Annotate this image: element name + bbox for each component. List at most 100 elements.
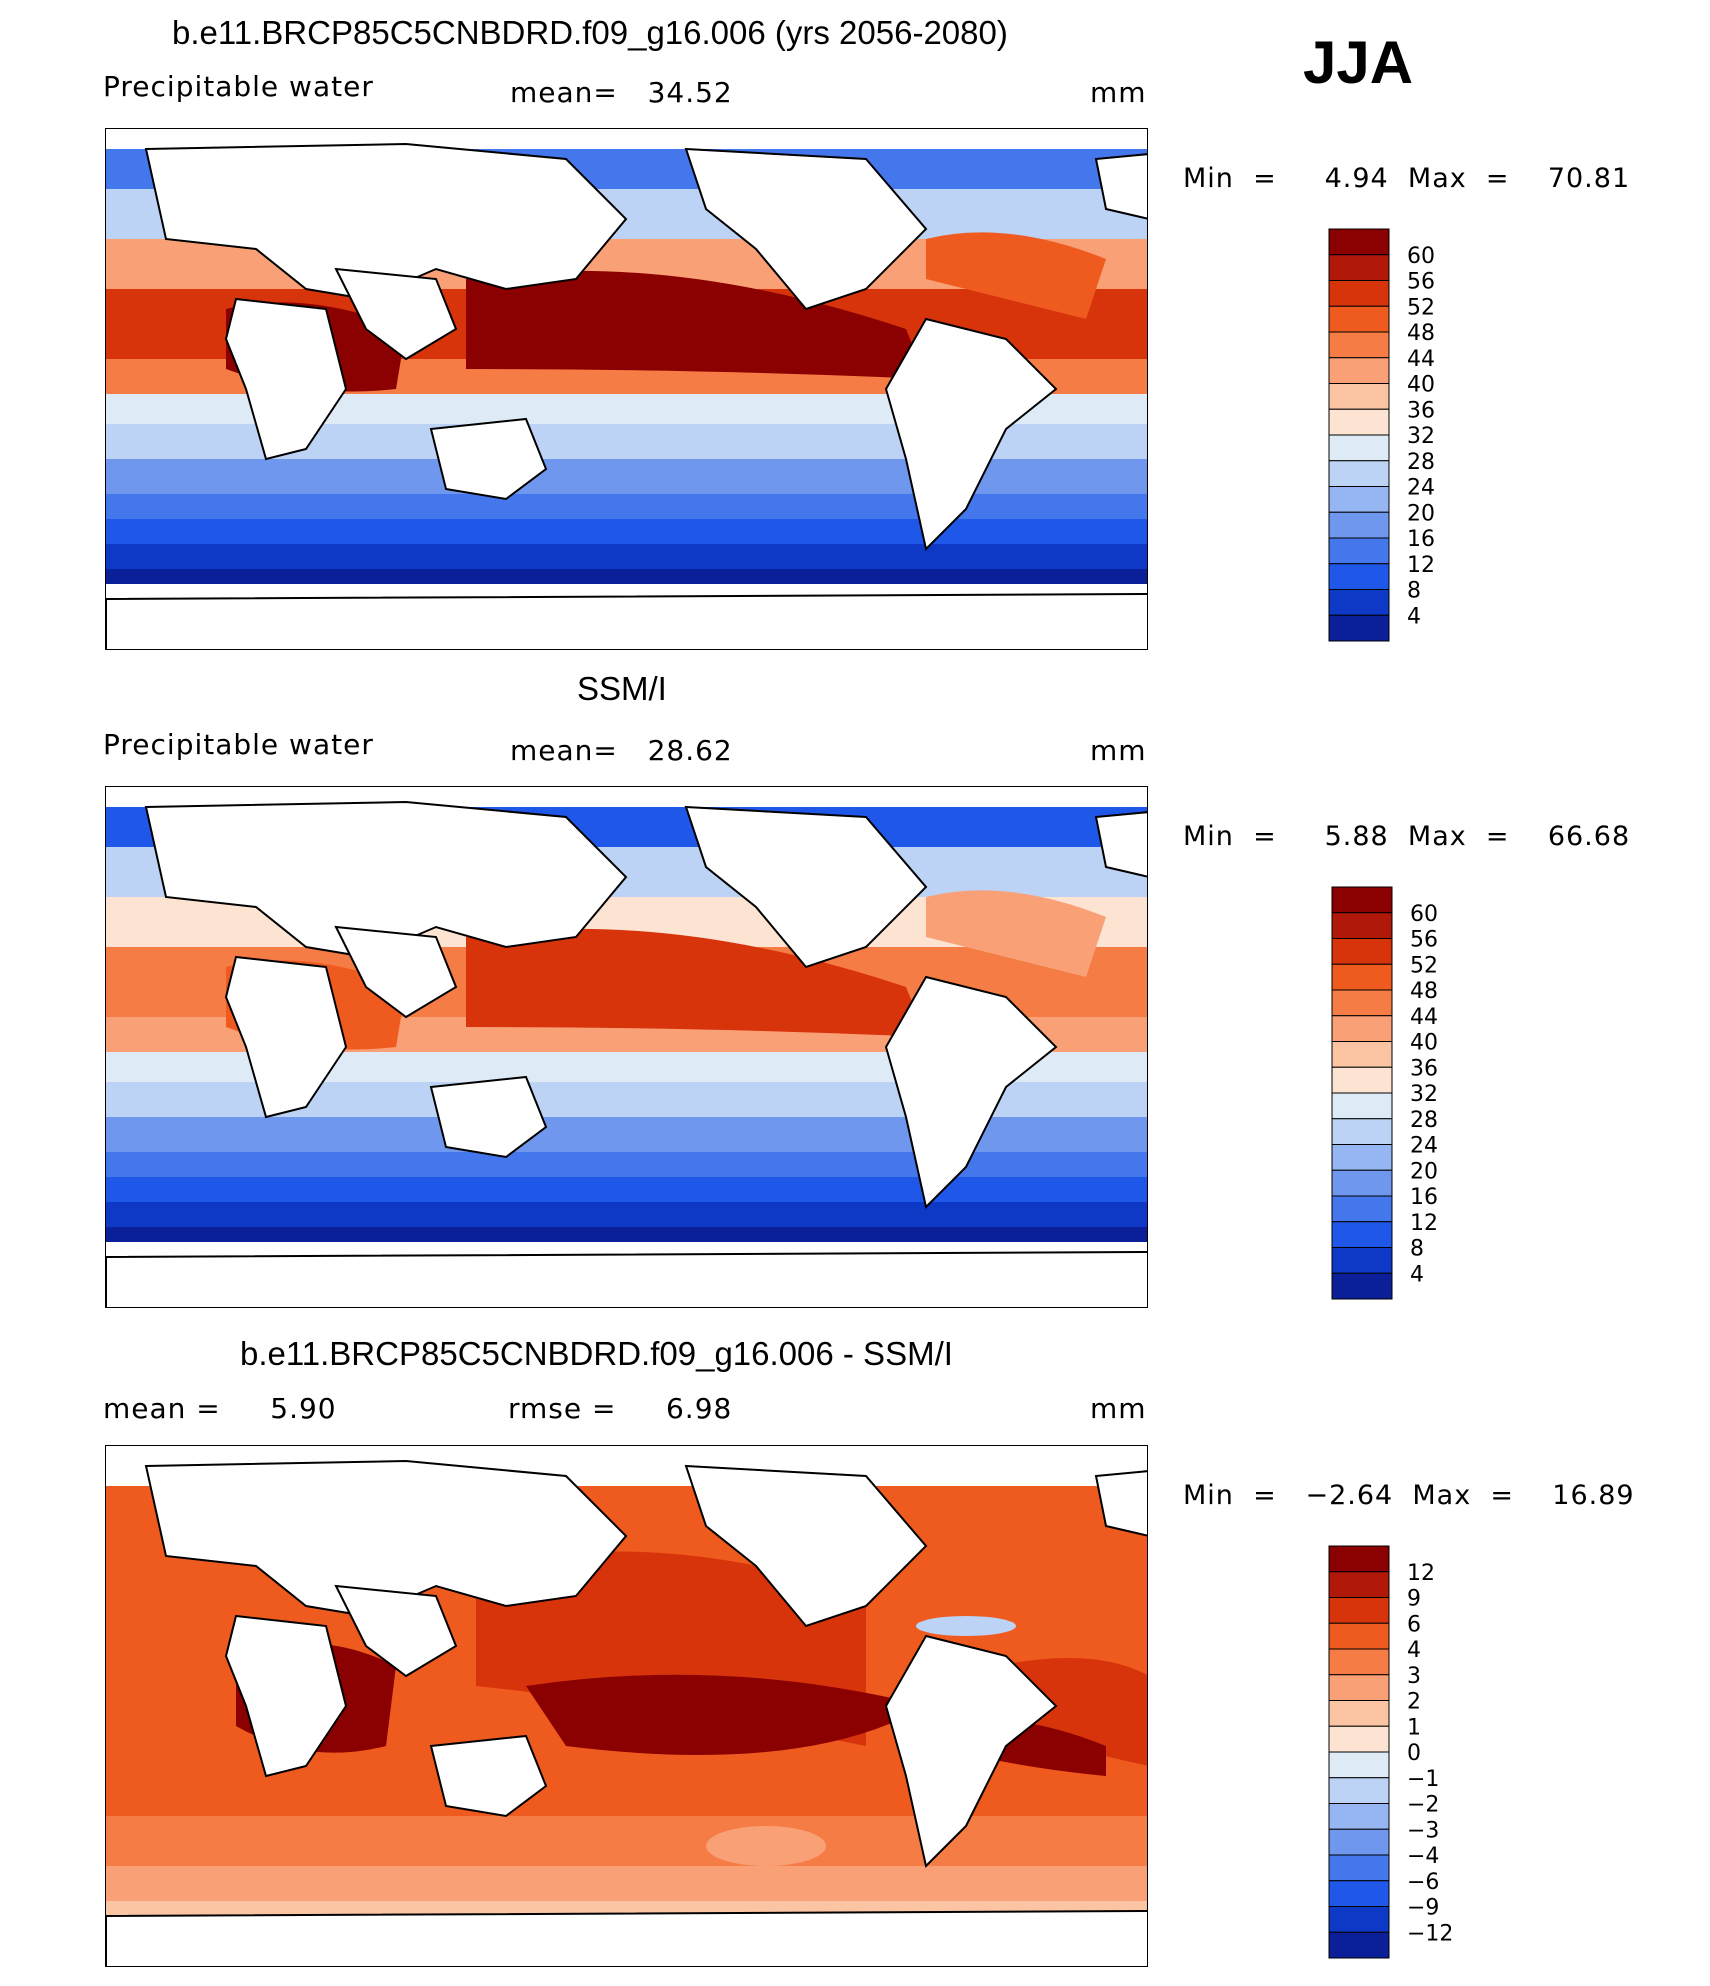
colorbar-tick-label: 48 — [1410, 979, 1438, 1004]
panel-1-units-label: mm — [1090, 76, 1147, 109]
map-shape — [466, 270, 926, 379]
colorbar-tick-label: 8 — [1407, 579, 1421, 604]
panel-2-units-label: mm — [1090, 734, 1147, 767]
colorbar-tick-label: 32 — [1410, 1082, 1438, 1107]
colorbar-tick-label: −6 — [1407, 1870, 1439, 1895]
colorbar-tick-label: 20 — [1410, 1159, 1438, 1184]
colorbar-band — [1328, 1725, 1390, 1753]
map-shape — [884, 317, 1058, 551]
colorbar-tick-label: 2 — [1407, 1690, 1421, 1715]
colorbar-band — [1328, 1854, 1390, 1882]
panel-2-map — [105, 786, 1148, 1308]
colorbar-tick-label: 56 — [1407, 270, 1435, 295]
colorbar-tick-label: 48 — [1407, 321, 1435, 346]
colorbar-band — [1328, 331, 1390, 359]
colorbar-tick-label: 24 — [1410, 1134, 1438, 1159]
panel-1-colorbar: 60 56 52 48 44 40 36 32 28 24 20 16 12 8 4 — [1328, 228, 1435, 642]
map-shape — [106, 1251, 1147, 1307]
colorbar-tick-label: −4 — [1407, 1844, 1439, 1869]
colorbar-tick-label: 6 — [1407, 1612, 1421, 1637]
colorbar-band — [1328, 1931, 1390, 1959]
colorbar-tick-label: −1 — [1407, 1767, 1439, 1792]
colorbar-tick-label: 0 — [1407, 1741, 1421, 1766]
colorbar-band — [1328, 305, 1390, 333]
map-shape — [144, 800, 628, 959]
panel-1-map — [105, 128, 1148, 650]
colorbar-tick-label: 60 — [1407, 244, 1435, 269]
colorbar-band — [1328, 460, 1390, 487]
colorbar-band — [1331, 989, 1393, 1017]
panel-1-mean-label: mean= 34.52 — [510, 76, 733, 109]
map-shape — [144, 142, 628, 301]
colorbar-tick-label: 12 — [1410, 1211, 1438, 1236]
colorbar-band — [1331, 1221, 1393, 1248]
colorbar-tick-label: 28 — [1407, 450, 1435, 475]
colorbar-band — [1328, 563, 1390, 590]
map-shape — [106, 1910, 1147, 1966]
map-shape — [684, 805, 928, 969]
panel-3-rmse-label: rmse = 6.98 — [508, 1392, 733, 1425]
map-shape — [334, 925, 458, 1019]
map-shape — [429, 1075, 548, 1159]
colorbar-tick-label: 9 — [1407, 1587, 1421, 1612]
panel-2-title: SSM/I — [577, 670, 667, 707]
map-shape — [224, 955, 348, 1119]
colorbar-tick-label: −2 — [1407, 1793, 1439, 1818]
colorbar-band — [1328, 1545, 1390, 1573]
colorbar-band — [1328, 383, 1390, 410]
panel-1-title: b.e11.BRCP85C5CNBDRD.f09_g16.006 (yrs 20… — [172, 14, 1008, 51]
colorbar-band — [1328, 1571, 1390, 1598]
colorbar-tick-label: 40 — [1407, 373, 1435, 398]
map-shape — [884, 1634, 1058, 1868]
map-shape — [884, 975, 1058, 1209]
colorbar-band — [1331, 1092, 1393, 1120]
map-shape — [466, 928, 926, 1037]
colorbar-tick-label: 4 — [1410, 1262, 1424, 1287]
map-shape — [224, 1614, 348, 1778]
colorbar-band — [1331, 963, 1393, 991]
colorbar-band — [1328, 614, 1390, 642]
colorbar-band — [1331, 1118, 1393, 1145]
colorbar-tick-label: 8 — [1410, 1237, 1424, 1262]
colorbar-band — [1328, 511, 1390, 539]
colorbar-tick-label: 32 — [1407, 424, 1435, 449]
colorbar-band — [1331, 912, 1393, 939]
map-shape — [526, 1674, 926, 1755]
colorbar-band — [1328, 228, 1390, 256]
colorbar-band — [1331, 1247, 1393, 1274]
map-shape — [926, 890, 1106, 977]
map-shape — [334, 267, 458, 361]
colorbar-tick-label: 1 — [1407, 1715, 1421, 1740]
panel-2-variable-label: Precipitable water — [103, 728, 374, 761]
colorbar-band — [1331, 1272, 1393, 1300]
season-label: JJA — [1303, 29, 1414, 96]
colorbar-band — [1328, 408, 1390, 436]
colorbar-band — [1331, 1015, 1393, 1042]
panel-2-colorbar: 60 56 52 48 44 40 36 32 28 24 20 16 12 8 4 — [1331, 886, 1438, 1300]
colorbar-tick-label: 44 — [1410, 1005, 1438, 1030]
map-shape — [224, 297, 348, 461]
colorbar-tick-label: 36 — [1410, 1056, 1438, 1081]
map-shape — [106, 459, 1147, 499]
colorbar-tick-label: −9 — [1407, 1896, 1439, 1921]
colorbar-band — [1328, 254, 1390, 281]
colorbar-band — [1331, 938, 1393, 965]
map-shape — [144, 1459, 628, 1618]
map-shape — [1094, 811, 1147, 878]
colorbar-tick-label: 28 — [1410, 1108, 1438, 1133]
colorbar-band — [1331, 1144, 1393, 1171]
map-shape — [429, 1734, 548, 1818]
colorbar-tick-label: 16 — [1407, 527, 1435, 552]
panel-3-colorbar: 12 9 6 4 3 2 1 0 −1 −2 −3 −4 −6 −9 −12 — [1328, 1545, 1453, 1959]
map-shape — [926, 232, 1106, 319]
panel-3-title: b.e11.BRCP85C5CNBDRD.f09_g16.006 - SSM/I — [240, 1335, 953, 1372]
colorbar-band — [1328, 1803, 1390, 1830]
colorbar-tick-label: −3 — [1407, 1818, 1439, 1843]
colorbar-band — [1328, 486, 1390, 513]
map-shape — [916, 1616, 1016, 1636]
colorbar-band — [1328, 1751, 1390, 1779]
map-shape — [334, 1584, 458, 1678]
map-shape — [1094, 153, 1147, 220]
colorbar-band — [1328, 1597, 1390, 1624]
colorbar-tick-label: 4 — [1407, 1638, 1421, 1663]
